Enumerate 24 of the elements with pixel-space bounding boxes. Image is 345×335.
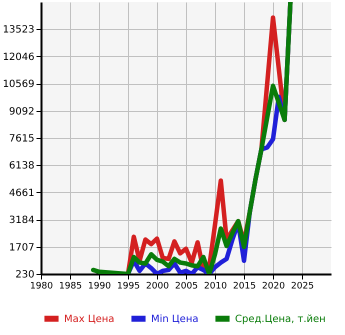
x-tick-label: 2020 — [262, 282, 286, 292]
y-tick-label: 9092 — [9, 106, 34, 118]
x-tick-label: 2015 — [233, 282, 256, 292]
y-tick-label: 230 — [15, 270, 34, 280]
y-tick-label: 3184 — [9, 215, 34, 226]
x-tick-label: 2025 — [291, 282, 314, 292]
x-tick-label: 1985 — [59, 282, 82, 292]
y-tick-label: 4661 — [9, 188, 34, 199]
x-tick-label: 2000 — [146, 282, 170, 292]
line-series — [90, 2, 293, 274]
y-tick-label: 12046 — [2, 52, 34, 63]
x-tick-label: 2010 — [204, 282, 228, 292]
legend-label: Сред.Цена, т.йен — [235, 314, 326, 325]
x-tick-label: 2005 — [175, 282, 198, 292]
y-tick-label: 1707 — [9, 242, 34, 254]
x-tick-label: 1980 — [30, 282, 54, 292]
y-tick-label: 10569 — [2, 79, 34, 90]
x-tick-label: 1990 — [88, 282, 112, 292]
y-tick-label: 7615 — [9, 134, 34, 144]
x-tick-label: 1995 — [117, 282, 140, 292]
legend-label: Min Цена — [151, 314, 199, 325]
y-tick-label: 13523 — [2, 24, 34, 36]
y-tick-label: 6138 — [9, 160, 34, 172]
legend-label: Max Цена — [64, 314, 114, 325]
